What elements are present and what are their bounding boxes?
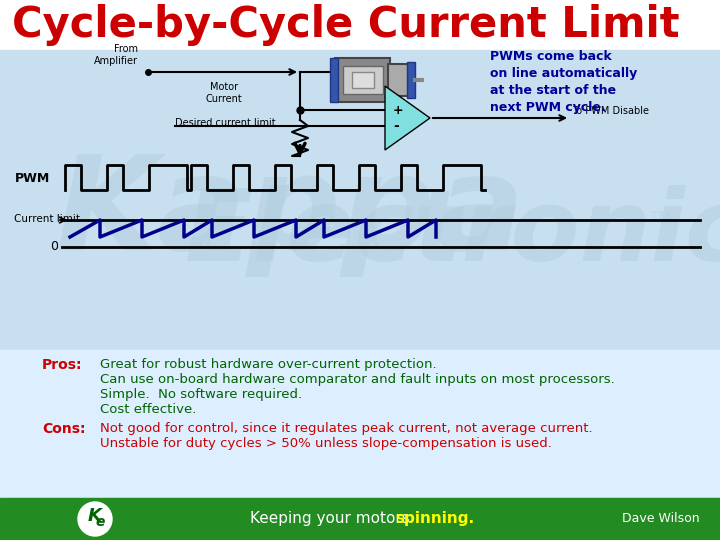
Bar xyxy=(335,58,390,102)
Text: 0: 0 xyxy=(50,240,58,253)
Text: Current limit: Current limit xyxy=(14,214,80,224)
Text: Motor
Current: Motor Current xyxy=(206,82,243,104)
Text: Not good for control, since it regulates peak current, not average current.: Not good for control, since it regulates… xyxy=(100,422,593,435)
Text: Simple.  No software required.: Simple. No software required. xyxy=(100,388,302,401)
Polygon shape xyxy=(385,86,430,150)
Text: Cost effective.: Cost effective. xyxy=(100,403,197,416)
Text: spinning.: spinning. xyxy=(395,511,474,526)
Text: PWMs come back
on line automatically
at the start of the
next PWM cycle.: PWMs come back on line automatically at … xyxy=(490,50,637,114)
Text: TM: TM xyxy=(650,210,670,224)
Text: K: K xyxy=(88,507,102,525)
Text: Dave Wilson: Dave Wilson xyxy=(622,512,700,525)
Text: e: e xyxy=(95,515,104,529)
Bar xyxy=(343,66,383,94)
Bar xyxy=(352,72,374,88)
Text: Electronics: Electronics xyxy=(185,185,720,282)
Text: PWM: PWM xyxy=(15,172,50,185)
Text: Can use on-board hardware comparator and fault inputs on most processors.: Can use on-board hardware comparator and… xyxy=(100,373,615,386)
Bar xyxy=(0,350,720,498)
Text: Kappa: Kappa xyxy=(55,150,524,277)
Bar xyxy=(0,498,720,540)
Circle shape xyxy=(78,502,112,536)
Bar xyxy=(0,50,720,498)
Text: Cycle-by-Cycle Current Limit: Cycle-by-Cycle Current Limit xyxy=(12,4,680,46)
Bar xyxy=(0,0,720,50)
Text: Great for robust hardware over-current protection.: Great for robust hardware over-current p… xyxy=(100,358,436,371)
Bar xyxy=(388,64,408,96)
Text: Desired current limit: Desired current limit xyxy=(175,118,276,128)
Text: -: - xyxy=(393,119,399,133)
Text: To PWM Disable: To PWM Disable xyxy=(572,106,649,116)
Text: Unstable for duty cycles > 50% unless slope-compensation is used.: Unstable for duty cycles > 50% unless sl… xyxy=(100,437,552,450)
Text: From
Amplifier: From Amplifier xyxy=(94,44,138,66)
Text: +: + xyxy=(393,104,404,117)
Text: Pros:: Pros: xyxy=(42,358,83,372)
Bar xyxy=(407,62,415,98)
Bar xyxy=(330,58,338,102)
Text: Cons:: Cons: xyxy=(42,422,86,436)
Text: Keeping your motors: Keeping your motors xyxy=(250,511,415,526)
